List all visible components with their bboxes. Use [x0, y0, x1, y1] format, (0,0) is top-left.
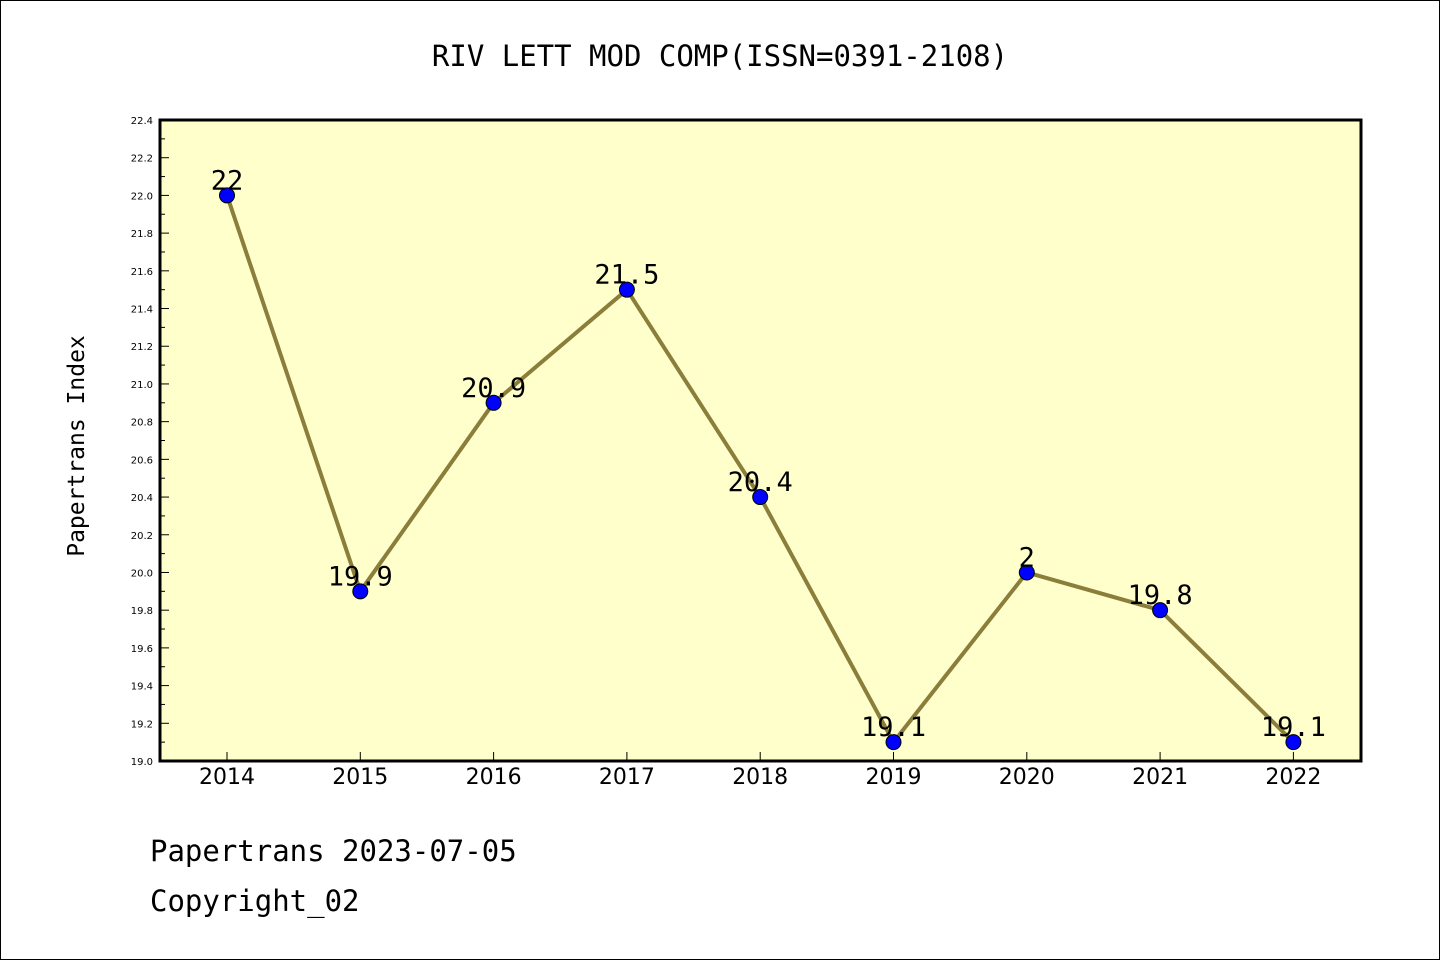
series-line-group: 22 19.9 20.9 21.5 20.4 19.1 2 19.8 19.1 [211, 165, 1326, 751]
y-tick-label: 22.4 [131, 116, 153, 127]
data-label: 19.1 [861, 712, 926, 743]
y-tick-label: 22.2 [131, 154, 153, 165]
y-tick-label: 21.4 [131, 305, 153, 316]
y-tick-label: 20.4 [131, 493, 153, 504]
x-tick-label: 2015 [332, 765, 388, 790]
y-tick-label: 20.8 [131, 418, 153, 429]
data-label: 20.9 [461, 373, 526, 404]
y-tick-label: 19.6 [131, 644, 153, 655]
footer-copyright: Copyright_02 [150, 884, 360, 918]
data-point [752, 489, 769, 506]
data-point [618, 281, 635, 298]
footer-date: Papertrans 2023-07-05 [150, 834, 517, 868]
y-tick-label: 22.0 [131, 191, 153, 202]
data-point [885, 734, 902, 751]
data-label: 22 [211, 165, 244, 196]
x-tick-label: 2019 [866, 765, 922, 790]
y-tick-label: 20.0 [131, 568, 153, 579]
data-label: 21.5 [594, 260, 659, 291]
y-tick-label: 19.4 [131, 682, 153, 693]
y-tick-label: 21.2 [131, 342, 153, 353]
plot-border [158, 118, 1363, 763]
data-label: 19.1 [1261, 712, 1326, 743]
y-axis-ticks: 19.0 19.2 19.4 19.6 19.8 20.0 20.2 20.4 20.6 20.8… [131, 116, 169, 768]
data-point [219, 187, 235, 204]
y-tick-label: 19.0 [131, 757, 153, 768]
data-point [352, 583, 369, 600]
data-label: 20.4 [728, 467, 793, 498]
y-tick-label: 21.6 [131, 267, 153, 278]
plot-area [160, 120, 1361, 761]
x-tick-label: 2020 [999, 765, 1055, 790]
y-tick-label: 21.0 [131, 380, 153, 391]
chart-title: RIV LETT MOD COMP(ISSN=0391-2108) [432, 39, 1008, 73]
y-tick-label: 19.2 [131, 719, 153, 730]
x-tick-label: 2016 [466, 765, 522, 790]
data-point [1152, 602, 1169, 619]
y-tick-label: 20.2 [131, 531, 153, 542]
x-tick-label: 2018 [732, 765, 788, 790]
x-tick-label: 2021 [1132, 765, 1188, 790]
data-label: 19.8 [1128, 580, 1193, 611]
x-axis-ticks: 2014 2015 2016 2017 2018 2019 2020 2021 2022 [199, 752, 1321, 790]
x-tick-label: 2017 [599, 765, 655, 790]
y-tick-label: 21.8 [131, 229, 153, 240]
y-axis-label: Papertrans Index [64, 335, 90, 557]
x-tick-label: 2022 [1265, 765, 1321, 790]
data-label: 2 [1019, 542, 1035, 573]
data-point [485, 394, 502, 411]
data-point [1018, 564, 1035, 581]
y-tick-label: 20.6 [131, 455, 153, 466]
y-tick-label: 19.8 [131, 606, 153, 617]
data-label: 19.9 [328, 561, 393, 592]
data-point [1285, 734, 1302, 751]
x-tick-label: 2014 [199, 765, 255, 790]
